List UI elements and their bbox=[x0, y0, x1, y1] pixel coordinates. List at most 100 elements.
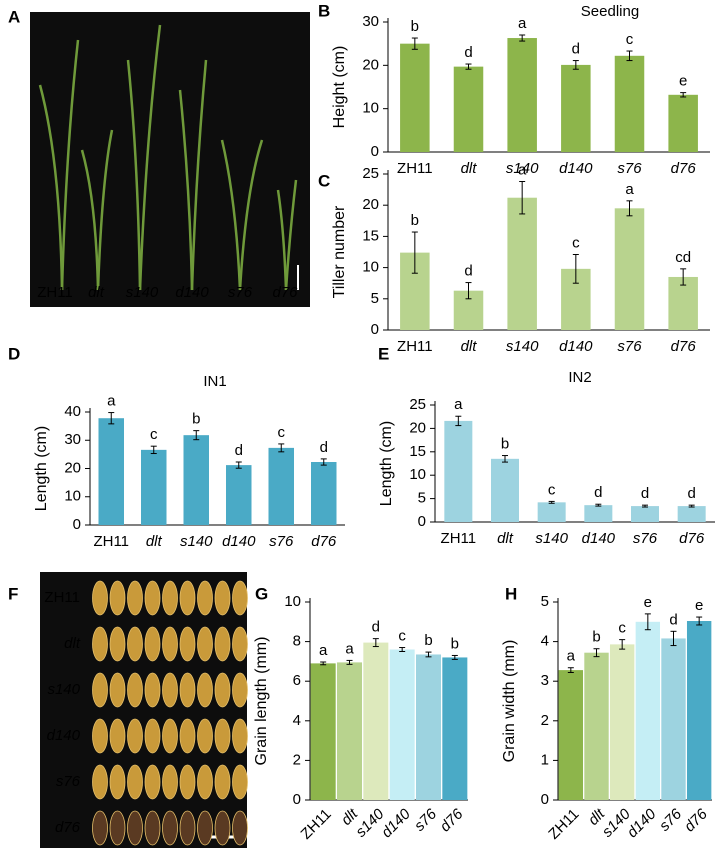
grain bbox=[232, 580, 248, 616]
significance-letter: a bbox=[454, 396, 463, 413]
grain bbox=[197, 718, 213, 754]
error-bar bbox=[455, 415, 462, 427]
x-tick-label: ZH11 bbox=[545, 806, 582, 843]
photo-caption: d140 bbox=[47, 727, 81, 744]
bar bbox=[444, 420, 473, 522]
y-tick-label: 4 bbox=[293, 712, 301, 729]
error-bar bbox=[619, 639, 626, 650]
significance-letter: d bbox=[687, 485, 695, 502]
bar bbox=[631, 506, 659, 522]
significance-letter: e bbox=[695, 597, 703, 614]
photo-caption: s140 bbox=[126, 284, 159, 301]
y-tick-label: 30 bbox=[64, 431, 81, 448]
grain bbox=[162, 580, 178, 616]
x-tick-label: d140 bbox=[222, 533, 256, 550]
grain bbox=[197, 764, 213, 800]
error-bar bbox=[320, 661, 327, 666]
error-bar bbox=[548, 500, 555, 504]
bar bbox=[336, 662, 363, 800]
error-bar bbox=[626, 200, 633, 217]
x-tick-label: s76 bbox=[633, 530, 658, 547]
error-bar bbox=[108, 412, 115, 425]
y-tick-label: 15 bbox=[362, 227, 379, 244]
significance-letter: b bbox=[592, 629, 600, 646]
bar bbox=[668, 276, 698, 330]
y-tick-label: 5 bbox=[541, 593, 549, 610]
significance-letter: b bbox=[501, 436, 509, 453]
error-bar bbox=[670, 630, 677, 647]
grain bbox=[162, 764, 178, 800]
error-bar bbox=[399, 647, 406, 652]
grain bbox=[232, 764, 248, 800]
grain bbox=[127, 672, 143, 708]
x-tick-label: s140 bbox=[535, 530, 568, 547]
bar bbox=[668, 94, 698, 152]
x-tick-label: d76 bbox=[679, 530, 705, 547]
bar bbox=[561, 64, 591, 152]
y-tick-label: 30 bbox=[362, 13, 379, 30]
y-tick-label: 20 bbox=[362, 196, 379, 213]
y-tick-label: 8 bbox=[293, 633, 301, 650]
grain bbox=[162, 810, 178, 846]
grain bbox=[92, 626, 108, 662]
panel-label: G bbox=[255, 584, 268, 603]
significance-letter: a bbox=[345, 640, 354, 657]
bar bbox=[98, 418, 124, 525]
y-tick-label: 2 bbox=[293, 751, 301, 768]
grain bbox=[179, 672, 196, 708]
y-tick-label: 25 bbox=[362, 165, 379, 182]
photo-caption: d140 bbox=[175, 284, 209, 301]
bar bbox=[507, 197, 537, 330]
grain bbox=[232, 672, 248, 708]
significance-letter: b bbox=[192, 411, 200, 428]
bar bbox=[400, 43, 430, 152]
significance-letter: a bbox=[518, 15, 527, 32]
error-bar bbox=[572, 253, 579, 284]
error-bar bbox=[235, 461, 242, 469]
grain bbox=[214, 810, 231, 846]
photo-caption: d76 bbox=[55, 819, 81, 836]
error-bar bbox=[626, 50, 633, 62]
grain bbox=[127, 810, 143, 846]
grain bbox=[92, 810, 108, 846]
y-tick-label: 0 bbox=[371, 321, 379, 338]
panel-label: C bbox=[318, 171, 330, 190]
bar bbox=[453, 66, 484, 152]
bar bbox=[635, 621, 661, 800]
error-bar bbox=[411, 231, 418, 274]
significance-letter: d bbox=[320, 439, 328, 456]
significance-letter: cd bbox=[675, 249, 691, 266]
bar bbox=[268, 447, 294, 525]
x-tick-label: s76 bbox=[617, 160, 642, 177]
y-tick-label: 20 bbox=[409, 419, 426, 436]
y-tick-label: 5 bbox=[418, 490, 426, 507]
x-tick-label: s140 bbox=[352, 805, 387, 840]
x-tick-label: dlt bbox=[461, 160, 478, 177]
significance-letter: b bbox=[424, 632, 432, 649]
y-axis-label: Length (cm) bbox=[33, 426, 50, 511]
error-bar bbox=[572, 60, 579, 70]
significance-letter: a bbox=[319, 642, 328, 659]
significance-letter: d bbox=[594, 484, 602, 501]
y-tick-label: 3 bbox=[541, 672, 549, 689]
x-tick-label: d76 bbox=[681, 805, 711, 835]
significance-letter: d bbox=[669, 611, 677, 628]
bar bbox=[226, 465, 252, 525]
x-tick-label: s76 bbox=[269, 533, 294, 550]
x-tick-label: ZH11 bbox=[441, 530, 477, 547]
x-tick-label: d76 bbox=[311, 533, 337, 550]
error-bar bbox=[372, 638, 379, 648]
error-bar bbox=[465, 282, 472, 300]
error-bar bbox=[595, 503, 602, 507]
significance-letter: c bbox=[150, 426, 158, 443]
error-bar bbox=[644, 613, 651, 631]
photo-caption: dlt bbox=[88, 284, 105, 301]
significance-letter: d bbox=[372, 619, 380, 636]
y-axis-label: Tiller number bbox=[331, 205, 348, 298]
y-tick-label: 15 bbox=[409, 443, 426, 460]
chart-title: IN1 bbox=[203, 373, 226, 390]
y-axis-label: Length (cm) bbox=[378, 421, 395, 506]
significance-letter: c bbox=[618, 620, 626, 637]
error-bar bbox=[696, 616, 703, 626]
grain bbox=[197, 580, 213, 616]
